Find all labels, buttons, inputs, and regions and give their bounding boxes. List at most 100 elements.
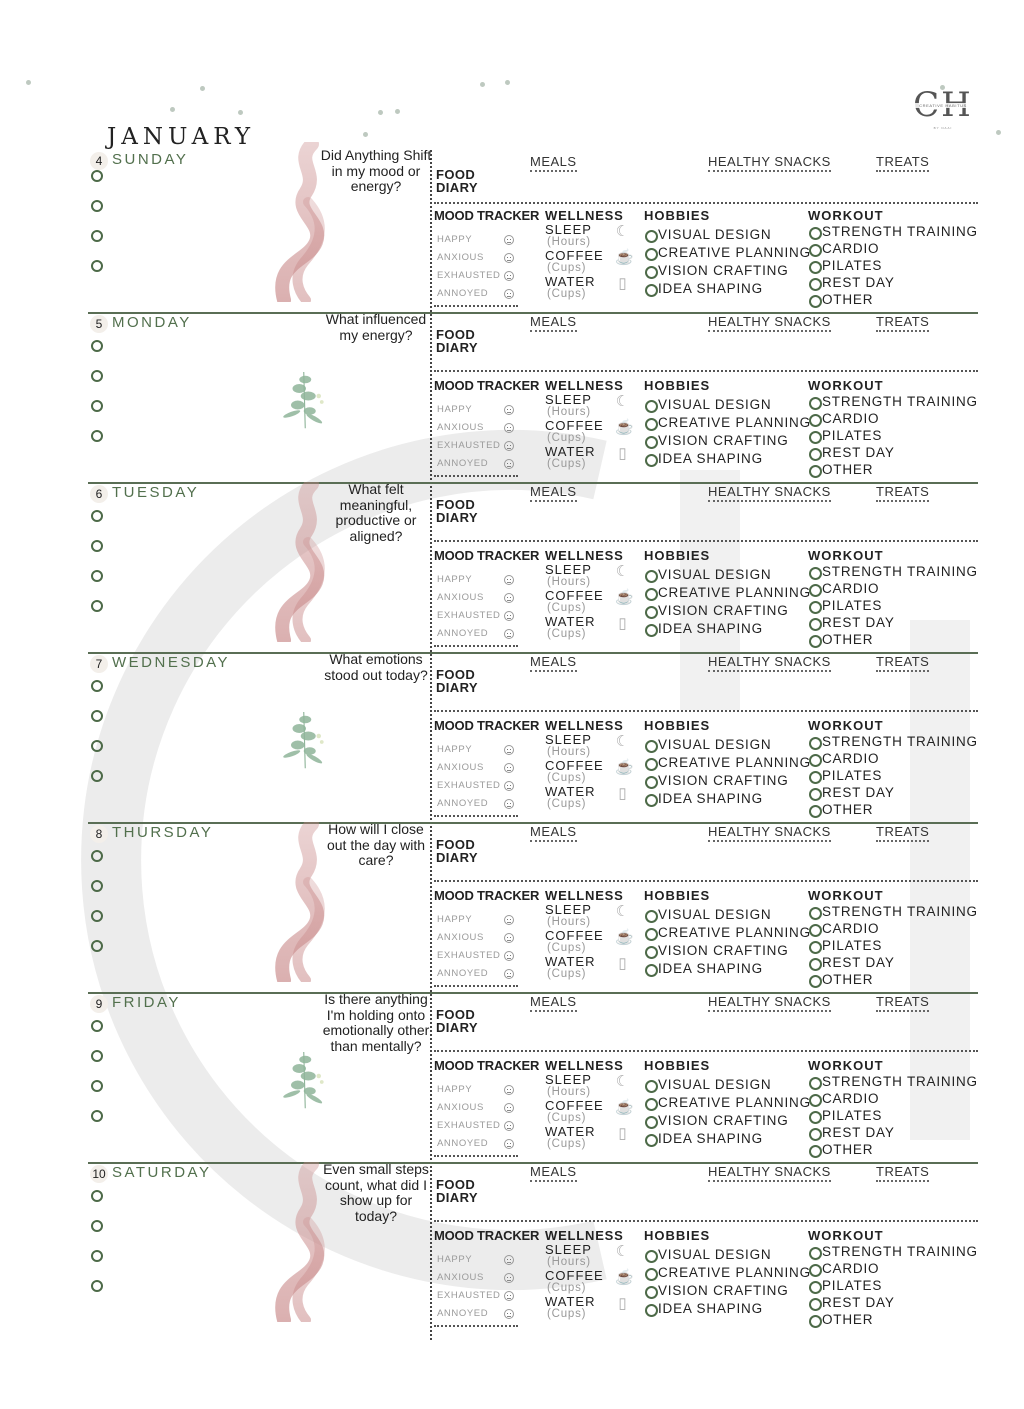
workout-other[interactable]: OTHER <box>808 971 978 988</box>
mood-happy[interactable]: HAPPY <box>434 741 518 759</box>
meals-field[interactable]: MEALS <box>530 155 577 172</box>
sleep-field[interactable]: SLEEP (Hours) ☾ <box>545 222 631 248</box>
todo-checkbox[interactable] <box>91 710 103 722</box>
sleep-field[interactable]: SLEEP (Hours) ☾ <box>545 1242 631 1268</box>
mood-annoyed[interactable]: ANNOYED <box>434 795 518 813</box>
healthy-snacks-field[interactable]: HEALTHY SNACKS <box>708 485 831 502</box>
workout-strength-training[interactable]: STRENGTH TRAINING <box>808 563 978 580</box>
workout-rest-day[interactable]: REST DAY <box>808 784 978 801</box>
hobby-vision-crafting[interactable]: VISION CRAFTING <box>644 1112 808 1130</box>
meals-field[interactable]: MEALS <box>530 825 577 842</box>
workout-pilates[interactable]: PILATES <box>808 937 978 954</box>
workout-rest-day[interactable]: REST DAY <box>808 1124 978 1141</box>
mood-anxious[interactable]: ANXIOUS <box>434 589 518 607</box>
todo-checkbox[interactable] <box>91 570 103 582</box>
healthy-snacks-field[interactable]: HEALTHY SNACKS <box>708 655 831 672</box>
hobby-vision-crafting[interactable]: VISION CRAFTING <box>644 602 808 620</box>
workout-rest-day[interactable]: REST DAY <box>808 1294 978 1311</box>
treats-field[interactable]: TREATS <box>876 825 930 842</box>
mood-annoyed[interactable]: ANNOYED <box>434 625 518 643</box>
hobby-vision-crafting[interactable]: VISION CRAFTING <box>644 772 808 790</box>
workout-cardio[interactable]: CARDIO <box>808 920 978 937</box>
mood-anxious[interactable]: ANXIOUS <box>434 249 518 267</box>
hobby-creative-planning[interactable]: CREATIVE PLANNING <box>644 754 810 772</box>
mood-exhausted[interactable]: EXHAUSTED <box>434 1287 518 1305</box>
mood-exhausted[interactable]: EXHAUSTED <box>434 947 518 965</box>
coffee-field[interactable]: COFFEE (Cups) ☕ <box>545 418 635 444</box>
water-field[interactable]: WATER (Cups) ▯ <box>545 1125 635 1151</box>
mood-happy[interactable]: HAPPY <box>434 911 518 929</box>
workout-pilates[interactable]: PILATES <box>808 427 978 444</box>
sleep-field[interactable]: SLEEP (Hours) ☾ <box>545 392 631 418</box>
todo-checkbox[interactable] <box>91 260 103 272</box>
healthy-snacks-field[interactable]: HEALTHY SNACKS <box>708 315 831 332</box>
workout-cardio[interactable]: CARDIO <box>808 410 978 427</box>
todo-checkbox[interactable] <box>91 1250 103 1262</box>
hobby-idea-shaping[interactable]: IDEA SHAPING <box>644 790 808 808</box>
treats-field[interactable]: TREATS <box>876 995 930 1012</box>
hobby-vision-crafting[interactable]: VISION CRAFTING <box>644 262 808 280</box>
hobby-visual-design[interactable]: VISUAL DESIGN <box>644 1246 808 1264</box>
todo-checkbox[interactable] <box>91 600 103 612</box>
sleep-field[interactable]: SLEEP (Hours) ☾ <box>545 902 631 928</box>
meals-field[interactable]: MEALS <box>530 995 577 1012</box>
todo-checkbox[interactable] <box>91 200 103 212</box>
hobby-vision-crafting[interactable]: VISION CRAFTING <box>644 432 808 450</box>
mood-happy[interactable]: HAPPY <box>434 401 518 419</box>
water-field[interactable]: WATER (Cups) ▯ <box>545 275 635 301</box>
mood-exhausted[interactable]: EXHAUSTED <box>434 1117 518 1135</box>
workout-other[interactable]: OTHER <box>808 801 978 818</box>
todo-checkbox[interactable] <box>91 1110 103 1122</box>
mood-annoyed[interactable]: ANNOYED <box>434 1305 518 1323</box>
hobby-idea-shaping[interactable]: IDEA SHAPING <box>644 450 808 468</box>
coffee-field[interactable]: COFFEE (Cups) ☕ <box>545 1268 635 1294</box>
mood-anxious[interactable]: ANXIOUS <box>434 759 518 777</box>
hobby-visual-design[interactable]: VISUAL DESIGN <box>644 226 808 244</box>
todo-checkbox[interactable] <box>91 1190 103 1202</box>
hobby-creative-planning[interactable]: CREATIVE PLANNING <box>644 414 810 432</box>
todo-checkbox[interactable] <box>91 370 103 382</box>
hobby-visual-design[interactable]: VISUAL DESIGN <box>644 1076 808 1094</box>
meals-field[interactable]: MEALS <box>530 1165 577 1182</box>
hobby-creative-planning[interactable]: CREATIVE PLANNING <box>644 924 810 942</box>
coffee-field[interactable]: COFFEE (Cups) ☕ <box>545 758 635 784</box>
treats-field[interactable]: TREATS <box>876 485 930 502</box>
workout-strength-training[interactable]: STRENGTH TRAINING <box>808 733 978 750</box>
water-field[interactable]: WATER (Cups) ▯ <box>545 785 635 811</box>
workout-pilates[interactable]: PILATES <box>808 767 978 784</box>
todo-checkbox[interactable] <box>91 230 103 242</box>
workout-other[interactable]: OTHER <box>808 291 978 308</box>
mood-annoyed[interactable]: ANNOYED <box>434 285 518 303</box>
todo-checkbox[interactable] <box>91 740 103 752</box>
todo-checkbox[interactable] <box>91 940 103 952</box>
todo-checkbox[interactable] <box>91 1080 103 1092</box>
treats-field[interactable]: TREATS <box>876 1165 930 1182</box>
todo-checkbox[interactable] <box>91 850 103 862</box>
workout-rest-day[interactable]: REST DAY <box>808 954 978 971</box>
hobby-visual-design[interactable]: VISUAL DESIGN <box>644 396 808 414</box>
mood-happy[interactable]: HAPPY <box>434 571 518 589</box>
hobby-creative-planning[interactable]: CREATIVE PLANNING <box>644 584 810 602</box>
todo-checkbox[interactable] <box>91 1220 103 1232</box>
treats-field[interactable]: TREATS <box>876 155 930 172</box>
mood-exhausted[interactable]: EXHAUSTED <box>434 267 518 285</box>
workout-strength-training[interactable]: STRENGTH TRAINING <box>808 223 978 240</box>
sleep-field[interactable]: SLEEP (Hours) ☾ <box>545 732 631 758</box>
hobby-idea-shaping[interactable]: IDEA SHAPING <box>644 960 808 978</box>
todo-checkbox[interactable] <box>91 680 103 692</box>
mood-exhausted[interactable]: EXHAUSTED <box>434 607 518 625</box>
hobby-vision-crafting[interactable]: VISION CRAFTING <box>644 942 808 960</box>
mood-annoyed[interactable]: ANNOYED <box>434 1135 518 1153</box>
workout-rest-day[interactable]: REST DAY <box>808 274 978 291</box>
todo-checkbox[interactable] <box>91 510 103 522</box>
mood-exhausted[interactable]: EXHAUSTED <box>434 437 518 455</box>
todo-checkbox[interactable] <box>91 1020 103 1032</box>
todo-checkbox[interactable] <box>91 170 103 182</box>
water-field[interactable]: WATER (Cups) ▯ <box>545 1295 635 1321</box>
coffee-field[interactable]: COFFEE (Cups) ☕ <box>545 588 635 614</box>
healthy-snacks-field[interactable]: HEALTHY SNACKS <box>708 825 831 842</box>
workout-cardio[interactable]: CARDIO <box>808 1090 978 1107</box>
hobby-creative-planning[interactable]: CREATIVE PLANNING <box>644 244 810 262</box>
workout-pilates[interactable]: PILATES <box>808 257 978 274</box>
todo-checkbox[interactable] <box>91 540 103 552</box>
